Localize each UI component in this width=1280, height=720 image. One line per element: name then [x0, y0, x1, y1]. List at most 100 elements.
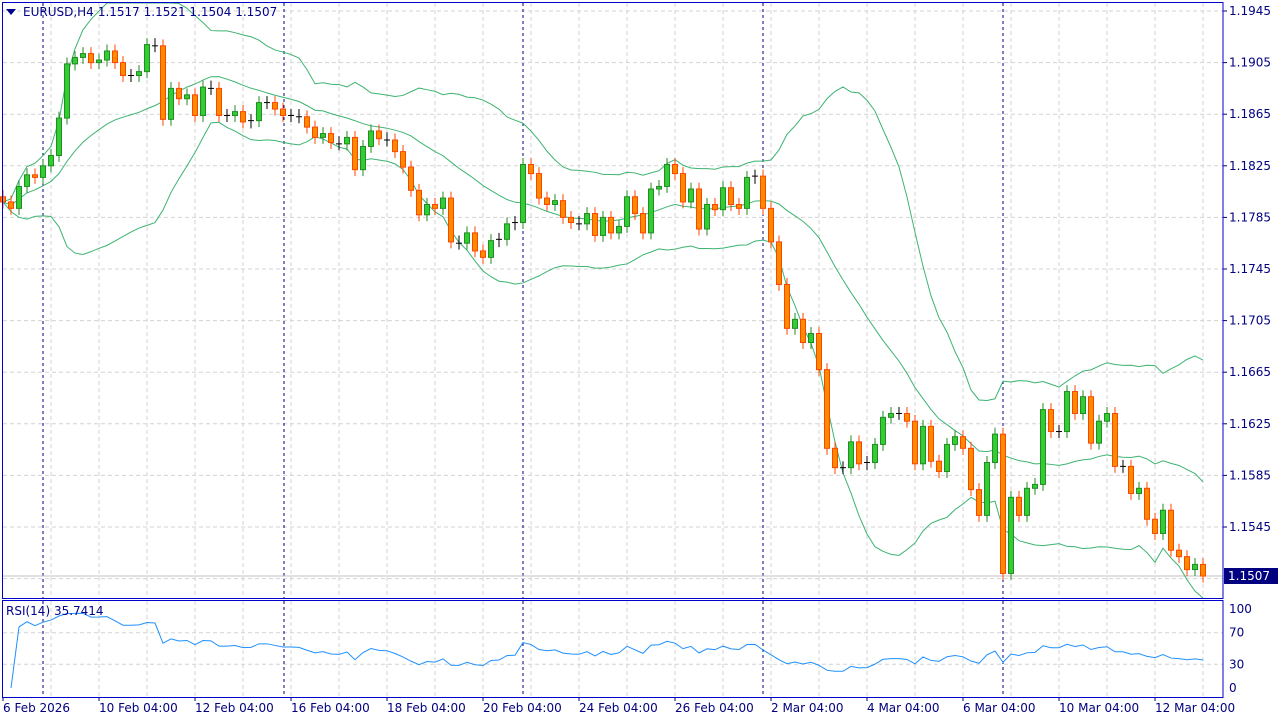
candle: [88, 47, 94, 70]
candle-body: [312, 126, 318, 138]
candle: [896, 407, 902, 420]
candle: [600, 210, 606, 242]
candle-body: [1072, 391, 1078, 414]
candle-body: [120, 62, 126, 76]
candle-body: [168, 87, 174, 120]
candle: [624, 190, 630, 233]
candle-body: [592, 213, 598, 236]
candle-body: [704, 204, 710, 230]
candle: [128, 69, 134, 82]
candle-body: [200, 86, 206, 116]
candle: [648, 182, 654, 240]
candle: [768, 201, 774, 249]
candle-body: [272, 102, 278, 110]
candle: [464, 226, 470, 250]
candle: [1024, 481, 1030, 522]
candle-body: [80, 53, 86, 58]
candle: [1112, 407, 1118, 473]
main-pane-border: [2, 2, 1224, 599]
candle-body: [464, 232, 470, 244]
candle: [320, 127, 326, 144]
candle: [40, 159, 46, 184]
candle: [1192, 557, 1198, 577]
candle-body: [1064, 391, 1070, 433]
candle: [80, 47, 86, 64]
candle-body: [616, 225, 622, 234]
candle: [440, 191, 446, 215]
candle: [664, 158, 670, 193]
candle: [208, 80, 214, 95]
candle-body: [1192, 563, 1198, 571]
candle-body: [472, 232, 478, 252]
candle-body: [448, 197, 454, 243]
candle-body: [624, 196, 630, 227]
candle-body: [536, 173, 542, 199]
candle-body: [720, 187, 726, 211]
candle: [448, 191, 454, 249]
candle-body: [104, 50, 110, 61]
candle: [152, 38, 158, 53]
candle: [72, 50, 78, 71]
candle-body: [776, 241, 782, 285]
price-axis-label: 1.1705: [1229, 314, 1271, 328]
candle: [304, 110, 310, 134]
candle-body: [936, 460, 942, 473]
bb-upper-line: [2, 2, 1204, 401]
time-axis-label: 2 Mar 04:00: [771, 701, 844, 715]
candle: [528, 158, 534, 180]
candle-body: [728, 187, 734, 205]
candle: [1136, 481, 1142, 500]
candle-body: [960, 436, 966, 449]
time-axis-label: 12 Feb 04:00: [195, 701, 274, 715]
candle: [1120, 459, 1126, 473]
rsi-axis-label: 0: [1229, 681, 1237, 695]
candle-body: [1080, 396, 1086, 414]
candle-body: [96, 59, 102, 64]
candle-body: [1168, 509, 1174, 551]
candle-body: [928, 425, 934, 462]
candle: [432, 198, 438, 215]
time-axis-label: 18 Feb 04:00: [387, 701, 466, 715]
candle: [1096, 414, 1102, 450]
candle-body: [368, 130, 374, 147]
candle: [888, 407, 894, 424]
candle-body: [328, 133, 334, 144]
candle-body: [320, 133, 326, 138]
candle: [800, 312, 806, 349]
candle-body: [944, 443, 950, 473]
candle-body: [1160, 509, 1166, 534]
candle-body: [688, 188, 694, 203]
candle-body: [952, 436, 958, 445]
candle: [8, 195, 14, 215]
candle: [792, 312, 798, 335]
candle: [672, 158, 678, 180]
candle: [592, 207, 598, 242]
candle-body: [648, 188, 654, 234]
candle: [1152, 512, 1158, 540]
candle: [1176, 543, 1182, 564]
candle-body: [816, 333, 822, 371]
candle-body: [32, 174, 38, 178]
candle-body: [552, 200, 558, 206]
candle-body: [56, 117, 62, 156]
candle-body: [240, 111, 246, 123]
price-axis-label: 1.1905: [1229, 56, 1271, 70]
candle: [408, 160, 414, 197]
price-axis-label: 1.1625: [1229, 417, 1271, 431]
candle-body: [880, 416, 886, 445]
candle: [960, 430, 966, 455]
candle: [168, 81, 174, 126]
candle-body: [984, 462, 990, 516]
candle-body: [1088, 396, 1094, 444]
candle: [984, 456, 990, 522]
candle: [552, 194, 558, 211]
candle: [200, 80, 206, 122]
candle: [816, 327, 822, 377]
candle-body: [832, 447, 838, 469]
candle: [952, 430, 958, 451]
time-axis-label: 10 Feb 04:00: [99, 701, 178, 715]
candle: [680, 167, 686, 209]
dropdown-triangle-icon[interactable]: [6, 9, 16, 15]
candle-body: [400, 151, 406, 168]
